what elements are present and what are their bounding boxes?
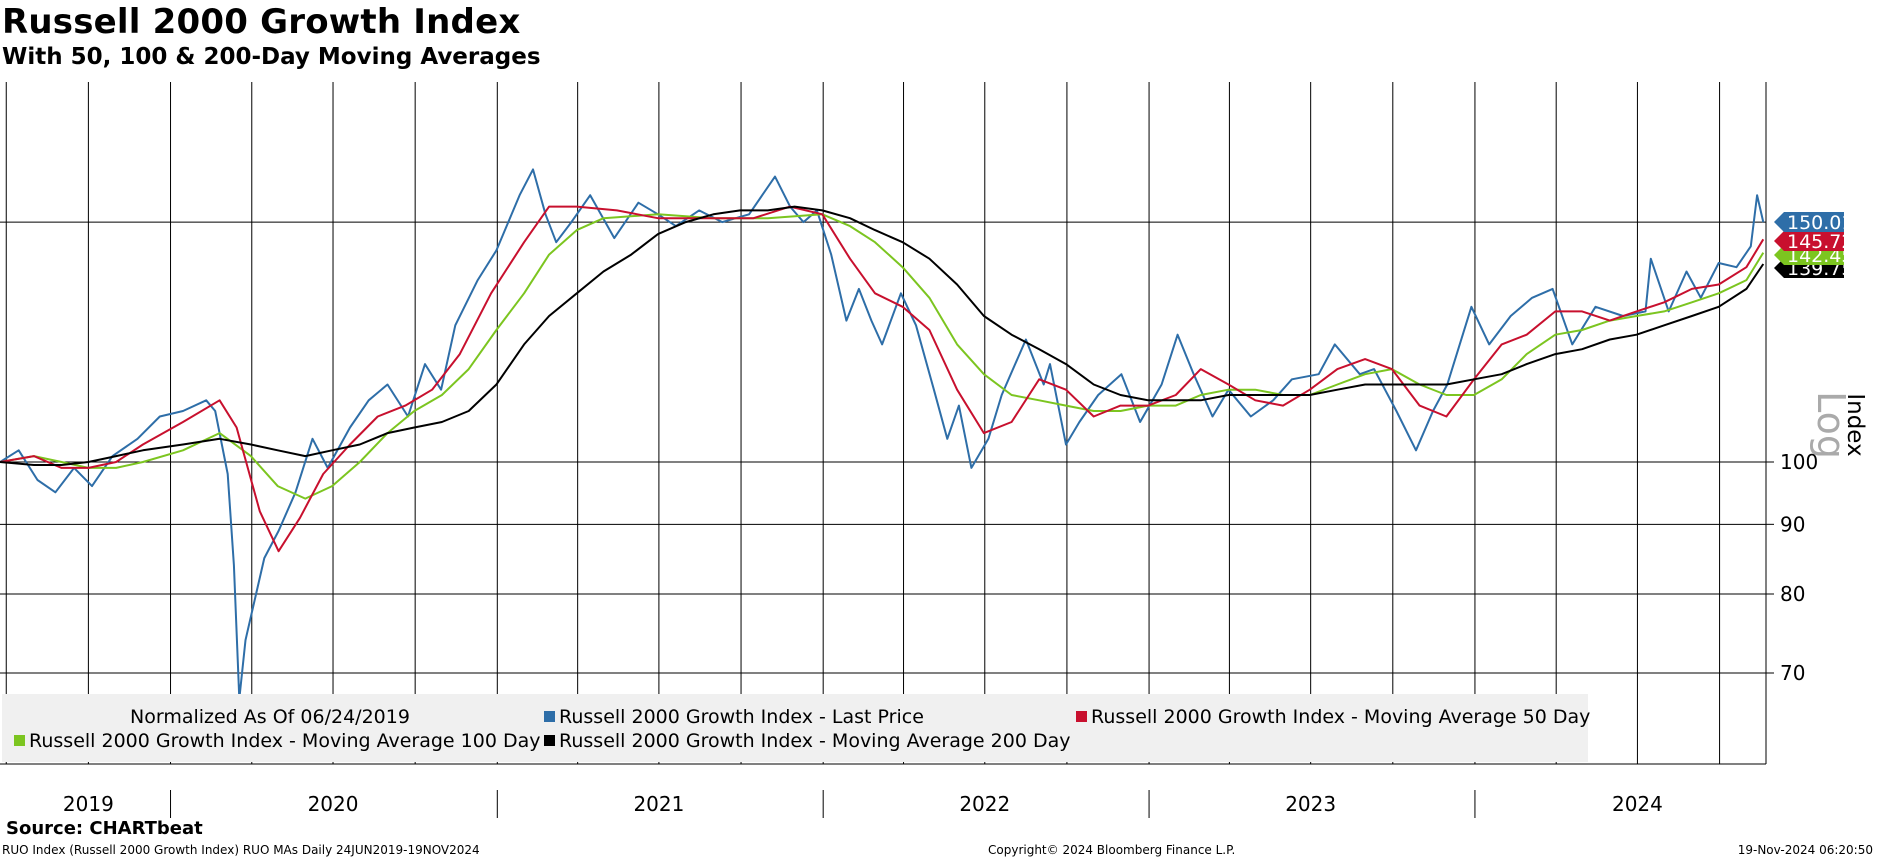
legend-label: Russell 2000 Growth Index - Moving Avera… xyxy=(1091,706,1591,728)
x-tick-label: 2020 xyxy=(308,792,359,816)
legend-label: Russell 2000 Growth Index - Moving Avera… xyxy=(29,730,541,752)
legend-item-ma50: Russell 2000 Growth Index - Moving Avera… xyxy=(1076,706,1590,728)
footer-timestamp: 19-Nov-2024 06:20:50 xyxy=(1737,843,1873,857)
legend-label: Russell 2000 Growth Index - Last Price xyxy=(559,706,924,728)
legend-item-last-price: Russell 2000 Growth Index - Last Price xyxy=(544,706,924,728)
series-line-last-price xyxy=(0,168,1765,700)
series-line-ma xyxy=(0,205,1765,466)
legend-item-ma100: Russell 2000 Growth Index - Moving Avera… xyxy=(14,730,541,752)
last-value-tag xyxy=(1774,212,1844,232)
y-tick-label: 100 xyxy=(1780,450,1818,474)
last-value-tag xyxy=(1774,231,1844,251)
x-tick-label: 2024 xyxy=(1612,792,1663,816)
log-scale-watermark: Log xyxy=(1809,391,1853,459)
legend-swatch xyxy=(544,735,555,746)
y-tick-label: 90 xyxy=(1780,512,1805,536)
chart-grid xyxy=(0,82,1767,765)
x-tick-label: 2023 xyxy=(1285,792,1336,816)
y-axis-label: Index xyxy=(1842,393,1868,456)
last-value-label: 145.72 xyxy=(1787,231,1853,253)
legend-swatch xyxy=(544,711,555,722)
y-axis: 100 90 80 70 xyxy=(1766,450,1818,685)
x-tick-label: 2021 xyxy=(633,792,684,816)
y-tick-label: 80 xyxy=(1780,582,1805,606)
legend-normalized-note: Normalized As Of 06/24/2019 xyxy=(130,706,410,728)
chart-series xyxy=(0,168,1765,700)
x-tick-label: 2019 xyxy=(63,792,114,816)
x-axis: 2019 2020 2021 2022 2023 2024 xyxy=(63,790,1663,818)
last-value-label: 150.01 xyxy=(1787,212,1853,234)
x-tick-label: 2022 xyxy=(959,792,1010,816)
legend-item-ma200: Russell 2000 Growth Index - Moving Avera… xyxy=(544,730,1071,752)
footer-ticker-info: RUO Index (Russell 2000 Growth Index) RU… xyxy=(2,843,480,857)
legend-swatch xyxy=(14,735,25,746)
legend-swatch xyxy=(1076,711,1087,722)
source-note: Source: CHARTbeat xyxy=(6,818,203,839)
series-line-ma xyxy=(0,205,1765,553)
legend: Normalized As Of 06/24/2019 Russell 2000… xyxy=(2,694,1590,762)
chart-subtitle: With 50, 100 & 200-Day Moving Averages xyxy=(2,44,541,70)
footer-copyright: Copyright© 2024 Bloomberg Finance L.P. xyxy=(988,843,1236,857)
y-tick-label: 70 xyxy=(1780,661,1805,685)
legend-label: Russell 2000 Growth Index - Moving Avera… xyxy=(559,730,1071,752)
series-line-ma xyxy=(0,213,1765,500)
chart-title: Russell 2000 Growth Index xyxy=(2,2,521,42)
